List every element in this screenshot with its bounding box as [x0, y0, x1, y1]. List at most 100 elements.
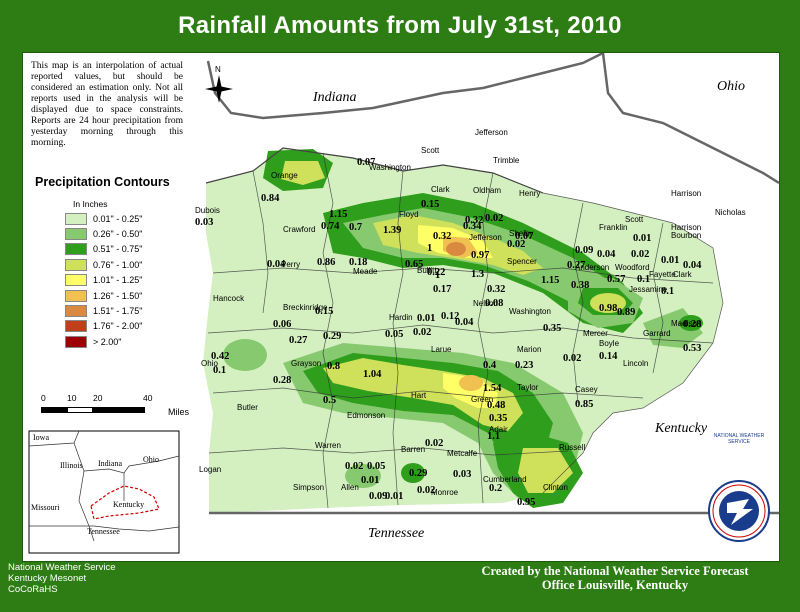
scale-tick: 0: [41, 393, 46, 403]
county-label: Washington: [509, 307, 551, 316]
rainfall-value: 0.17: [433, 284, 452, 295]
county-label: Monroe: [431, 488, 459, 497]
rainfall-value: 0.53: [683, 343, 702, 354]
county-label: Adair: [489, 425, 508, 434]
county-label: Nelson: [473, 299, 498, 308]
inset-label-illinois: Illinois: [60, 461, 83, 470]
rainfall-value: 0.06: [273, 319, 292, 330]
state-label-ohio: Ohio: [717, 79, 745, 94]
county-label: Fayette: [649, 270, 676, 279]
county-label: Scott: [421, 146, 440, 155]
county-label: Washington: [369, 163, 411, 172]
north-arrow: [205, 75, 233, 103]
rainfall-value: 0.15: [421, 199, 440, 210]
rainfall-value: 0.74: [321, 221, 340, 232]
rainfall-value: 0.5: [323, 395, 337, 406]
legend-label: > 2.00": [93, 336, 122, 347]
rainfall-value: 0.27: [567, 260, 586, 271]
legend-label: 0.26" - 0.50": [93, 229, 143, 240]
rainfall-value: 0.02: [485, 213, 504, 224]
legend-item: 1.51" - 1.75": [65, 303, 142, 318]
rainfall-value: 0.03: [453, 469, 472, 480]
footer-right: Created by the National Weather Service …: [440, 564, 790, 592]
rainfall-value: 0.1: [213, 365, 227, 376]
rainfall-value: 0.98: [599, 303, 618, 314]
scale-unit: Miles: [168, 407, 190, 417]
legend-swatch: [65, 274, 87, 287]
rainfall-value: 0.27: [289, 335, 308, 346]
county-label: Madison: [671, 319, 702, 328]
rainfall-value: 0.34: [463, 221, 482, 232]
legend-label: 0.76" - 1.00": [93, 259, 143, 270]
county-label: Clark: [431, 185, 450, 194]
rainfall-value: 0.35: [489, 413, 508, 424]
rainfall-value: 0.1: [661, 286, 675, 297]
county-label: Hardin: [389, 313, 413, 322]
state-label-indiana: Indiana: [313, 90, 357, 105]
rainfall-value: 0.8: [327, 361, 341, 372]
rainfall-value: 0.97: [471, 250, 490, 261]
legend-swatch: [65, 243, 87, 256]
county-label: Ohio: [201, 359, 218, 368]
rainfall-value: 1.3: [471, 269, 485, 280]
county-label: Clark: [673, 270, 692, 279]
rainfall-value: 0.04: [597, 249, 616, 260]
county-label: Cumberland: [483, 475, 527, 484]
county-label: Larue: [431, 345, 452, 354]
legend-item: 0.76" - 1.00": [65, 257, 142, 272]
county-label: Harrison: [671, 223, 702, 232]
county-label: Allen: [341, 483, 359, 492]
county-label: Spencer: [507, 257, 537, 266]
map-panel: Indiana Ohio Kentucky Tennessee N This m…: [22, 52, 780, 562]
county-label: Dubois: [195, 206, 220, 215]
county-label: Jefferson: [475, 128, 508, 137]
county-label: Bullitt: [417, 266, 437, 275]
rainfall-value: 1.39: [383, 225, 402, 236]
legend-swatch: [65, 335, 87, 348]
rainfall-value: 0.03: [195, 217, 214, 228]
rainfall-value: 0.01: [633, 233, 652, 244]
rainfall-value: 0.01: [361, 475, 380, 486]
legend-unit: In Inches: [73, 199, 108, 209]
footer-left-line: Kentucky Mesonet: [8, 573, 87, 584]
rainfall-value: 0.02: [425, 438, 444, 449]
county-label: Orange: [271, 171, 298, 180]
rainfall-value: 0.02: [417, 485, 436, 496]
rainfall-value: 0.29: [409, 468, 428, 479]
county-label: Russell: [559, 443, 586, 452]
legend-item: 0.26" - 0.50": [65, 226, 142, 241]
state-label-kentucky: Kentucky: [655, 421, 708, 436]
county-label: Clinton: [543, 483, 568, 492]
county-label: Nicholas: [715, 208, 746, 217]
rainfall-value: 0.95: [517, 497, 536, 508]
legend-item: 1.26" - 1.50": [65, 288, 142, 303]
footer-left-line: National Weather Service: [8, 562, 116, 573]
rainfall-value: 0.48: [487, 400, 506, 411]
rainfall-value: 0.2: [489, 483, 503, 494]
footer-left-line: CoCoRaHS: [8, 584, 58, 595]
rainfall-value: 0.28: [683, 319, 702, 330]
rainfall-value: 0.05: [367, 461, 386, 472]
scale-tick: 40: [143, 393, 153, 403]
scale-tick: 20: [93, 393, 103, 403]
county-label: Jefferson: [469, 233, 502, 242]
rainfall-value: 1: [435, 270, 441, 281]
rainfall-value: 0.7: [349, 222, 363, 233]
rainfall-value: 0.07: [357, 157, 376, 168]
rainfall-value: 0.85: [575, 399, 594, 410]
footer-right-line: Office Louisville, Kentucky: [541, 578, 689, 592]
legend-item: 1.01" - 1.25": [65, 273, 142, 288]
county-label: Harrison: [671, 189, 702, 198]
rainfall-value: 0.42: [211, 351, 230, 362]
rainfall-value: 0.02: [563, 353, 582, 364]
county-label: Garrard: [643, 329, 671, 338]
rainfall-value: 0.32: [433, 231, 452, 242]
legend-item: > 2.00": [65, 334, 142, 349]
county-label: Warren: [315, 441, 341, 450]
inset-label-tennessee: Tennessee: [87, 527, 120, 536]
rainfall-value: 0.28: [273, 375, 292, 386]
rainfall-value: 1.15: [541, 275, 560, 286]
footer-left: National Weather Service Kentucky Mesone…: [8, 562, 116, 595]
rainfall-value: 0.29: [323, 331, 342, 342]
inset-label-iowa: Iowa: [33, 433, 49, 442]
